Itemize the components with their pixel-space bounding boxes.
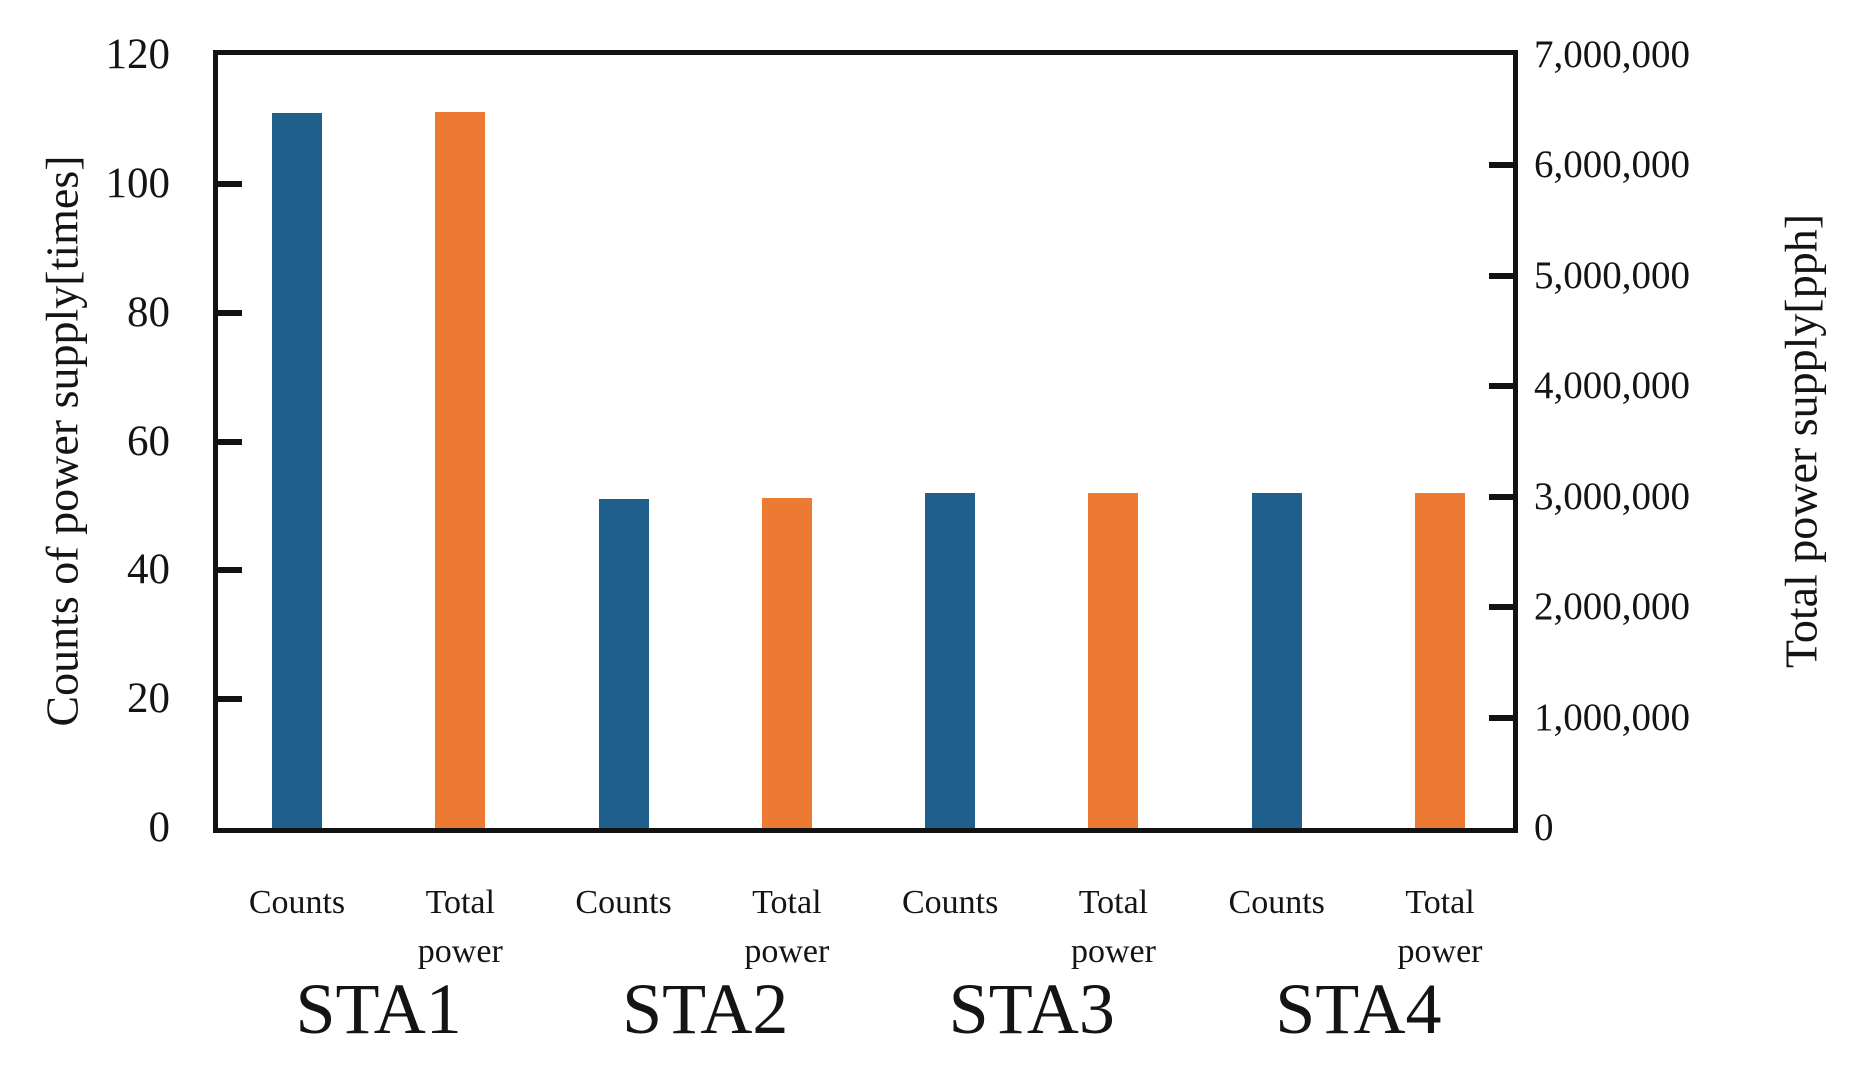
left-axis-tick <box>218 567 242 574</box>
bar-counts-sta4 <box>1251 493 1302 828</box>
left-axis-tick <box>218 309 242 316</box>
total-power-bar-label: Total power <box>1070 884 1156 970</box>
right-axis-tick <box>1489 383 1513 390</box>
bar-counts-sta3 <box>925 493 976 828</box>
category-label-sta1: STA1 <box>295 969 462 1049</box>
left-axis-tick-label: 100 <box>105 159 171 207</box>
counts-bar-label: Counts <box>575 884 672 921</box>
left-axis-tick-label: 0 <box>148 804 171 851</box>
left-axis-tick-label: 20 <box>127 675 170 723</box>
right-axis-tick <box>1489 493 1513 500</box>
bar-counts-sta2 <box>598 499 649 828</box>
bar-total-power-sta3 <box>1088 493 1139 828</box>
left-axis-tick-label: 120 <box>105 31 171 78</box>
left-axis-tick-label: 80 <box>127 288 170 336</box>
right-axis-tick-label: 0 <box>1534 806 1554 849</box>
right-axis-tick-label: 4,000,000 <box>1534 364 1690 408</box>
right-axis-tick <box>1489 272 1513 279</box>
right-axis-tick-label: 1,000,000 <box>1534 695 1690 739</box>
left-axis-tick <box>218 180 242 187</box>
right-axis-tick <box>1489 714 1513 721</box>
left-axis-tick <box>218 696 242 703</box>
total-power-bar-label: Total power <box>417 884 503 970</box>
bar-total-power-sta1 <box>435 112 486 828</box>
left-axis-tick <box>218 438 242 445</box>
total-power-bar-label: Total power <box>744 884 830 970</box>
category-label-sta4: STA4 <box>1275 969 1442 1049</box>
right-axis-tick-label: 5,000,000 <box>1534 253 1690 297</box>
left-axis-tick-label: 60 <box>127 417 170 465</box>
right-axis-tick <box>1489 162 1513 169</box>
right-axis-tick-label: 2,000,000 <box>1534 585 1690 629</box>
plot-inner-area <box>218 55 1513 828</box>
right-axis-tick-label: 7,000,000 <box>1534 33 1690 76</box>
bar-counts-sta1 <box>272 112 322 828</box>
counts-bar-label: Counts <box>1228 884 1325 921</box>
total-power-bar-label: Total power <box>1397 884 1483 970</box>
plot-area <box>213 50 1518 833</box>
category-label-sta3: STA3 <box>948 969 1115 1049</box>
category-label-sta2: STA2 <box>622 969 789 1049</box>
right-axis-tick <box>1489 604 1513 611</box>
counts-bar-label: Counts <box>248 884 346 921</box>
counts-bar-label: Counts <box>901 884 999 921</box>
bar-total-power-sta2 <box>761 497 812 828</box>
right-axis-tick-label: 3,000,000 <box>1534 474 1690 518</box>
right-axis-tick-label: 6,000,000 <box>1534 143 1690 187</box>
left-axis-tick-label: 40 <box>127 546 170 594</box>
bar-total-power-sta4 <box>1415 493 1466 828</box>
